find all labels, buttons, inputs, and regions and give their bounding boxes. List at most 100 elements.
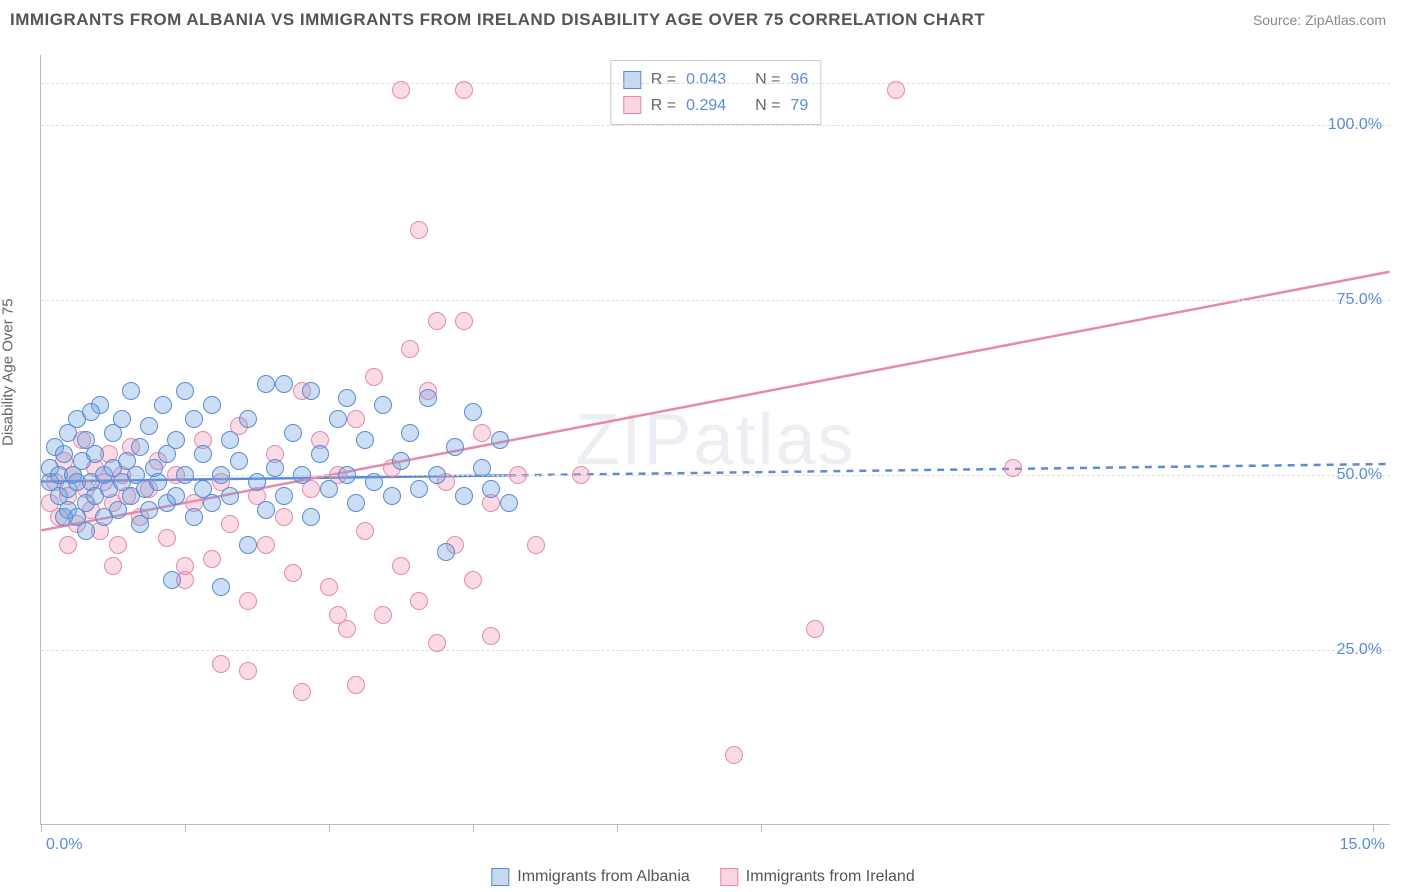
data-point <box>302 508 320 526</box>
data-point <box>275 508 293 526</box>
data-point <box>284 564 302 582</box>
data-point <box>329 410 347 428</box>
r-value-a: 0.043 <box>686 67 726 93</box>
data-point <box>131 438 149 456</box>
data-point <box>806 620 824 638</box>
legend-row-b: R = 0.294 N = 79 <box>623 93 808 119</box>
data-point <box>185 410 203 428</box>
data-point <box>167 431 185 449</box>
data-point <box>55 445 73 463</box>
legend-item-albania: Immigrants from Albania <box>491 868 690 886</box>
data-point <box>500 494 518 512</box>
data-point <box>86 445 104 463</box>
data-point <box>473 424 491 442</box>
data-point <box>122 382 140 400</box>
data-point <box>419 389 437 407</box>
data-point <box>329 606 347 624</box>
series-a-name: Immigrants from Albania <box>517 868 690 886</box>
data-point <box>140 501 158 519</box>
data-point <box>392 452 410 470</box>
data-point <box>221 487 239 505</box>
gridline <box>41 83 1390 84</box>
legend-item-ireland: Immigrants from Ireland <box>720 868 915 886</box>
data-point <box>113 410 131 428</box>
data-point <box>212 655 230 673</box>
gridline <box>41 650 1390 651</box>
data-point <box>437 543 455 561</box>
data-point <box>239 662 257 680</box>
data-point <box>77 522 95 540</box>
data-point <box>446 438 464 456</box>
data-point <box>320 578 338 596</box>
data-point <box>1004 459 1022 477</box>
data-point <box>347 494 365 512</box>
data-point <box>257 501 275 519</box>
data-point <box>59 536 77 554</box>
chart-title: IMMIGRANTS FROM ALBANIA VS IMMIGRANTS FR… <box>10 10 985 30</box>
trend-lines <box>41 55 1390 824</box>
data-point <box>410 221 428 239</box>
data-point <box>266 459 284 477</box>
data-point <box>104 557 122 575</box>
data-point <box>365 368 383 386</box>
data-point <box>257 375 275 393</box>
data-point <box>284 424 302 442</box>
r-label: R = <box>651 93 676 119</box>
data-point <box>725 746 743 764</box>
x-tick <box>617 824 618 832</box>
data-point <box>212 466 230 484</box>
data-point <box>248 473 266 491</box>
data-point <box>203 550 221 568</box>
data-point <box>491 431 509 449</box>
x-tick <box>1373 824 1374 832</box>
data-point <box>401 424 419 442</box>
data-point <box>428 634 446 652</box>
data-point <box>257 536 275 554</box>
data-point <box>383 487 401 505</box>
data-point <box>572 466 590 484</box>
data-point <box>221 431 239 449</box>
x-tick <box>329 824 330 832</box>
data-point <box>347 676 365 694</box>
swatch-ireland-icon <box>623 96 641 114</box>
data-point <box>230 452 248 470</box>
data-point <box>455 81 473 99</box>
legend-row-a: R = 0.043 N = 96 <box>623 67 808 93</box>
data-point <box>275 375 293 393</box>
data-point <box>410 592 428 610</box>
data-point <box>109 536 127 554</box>
data-point <box>455 487 473 505</box>
data-point <box>455 312 473 330</box>
data-point <box>374 396 392 414</box>
data-point <box>163 571 181 589</box>
data-point <box>401 340 419 358</box>
x-tick <box>41 824 42 832</box>
data-point <box>109 501 127 519</box>
x-tick <box>761 824 762 832</box>
data-point <box>356 522 374 540</box>
data-point <box>428 466 446 484</box>
data-point <box>55 508 73 526</box>
data-point <box>320 480 338 498</box>
x-tick <box>473 824 474 832</box>
data-point <box>154 396 172 414</box>
n-label: N = <box>755 93 780 119</box>
data-point <box>302 382 320 400</box>
data-point <box>365 473 383 491</box>
data-point <box>509 466 527 484</box>
data-point <box>527 536 545 554</box>
y-tick-label: 25.0% <box>1337 641 1382 659</box>
data-point <box>482 480 500 498</box>
data-point <box>347 410 365 428</box>
data-point <box>482 627 500 645</box>
data-point <box>428 312 446 330</box>
data-point <box>275 487 293 505</box>
data-point <box>239 536 257 554</box>
x-tick <box>185 824 186 832</box>
data-point <box>473 459 491 477</box>
data-point <box>176 382 194 400</box>
r-label: R = <box>651 67 676 93</box>
data-point <box>239 592 257 610</box>
swatch-albania-icon <box>491 868 509 886</box>
data-point <box>140 417 158 435</box>
